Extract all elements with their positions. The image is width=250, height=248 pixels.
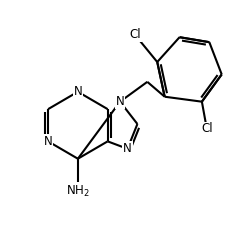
Text: N: N <box>123 142 132 155</box>
Text: Cl: Cl <box>201 123 213 135</box>
Text: Cl: Cl <box>129 28 141 41</box>
Text: N: N <box>74 85 82 98</box>
Text: N: N <box>116 95 124 108</box>
Text: N: N <box>44 135 52 148</box>
Text: NH$_2$: NH$_2$ <box>66 184 90 198</box>
